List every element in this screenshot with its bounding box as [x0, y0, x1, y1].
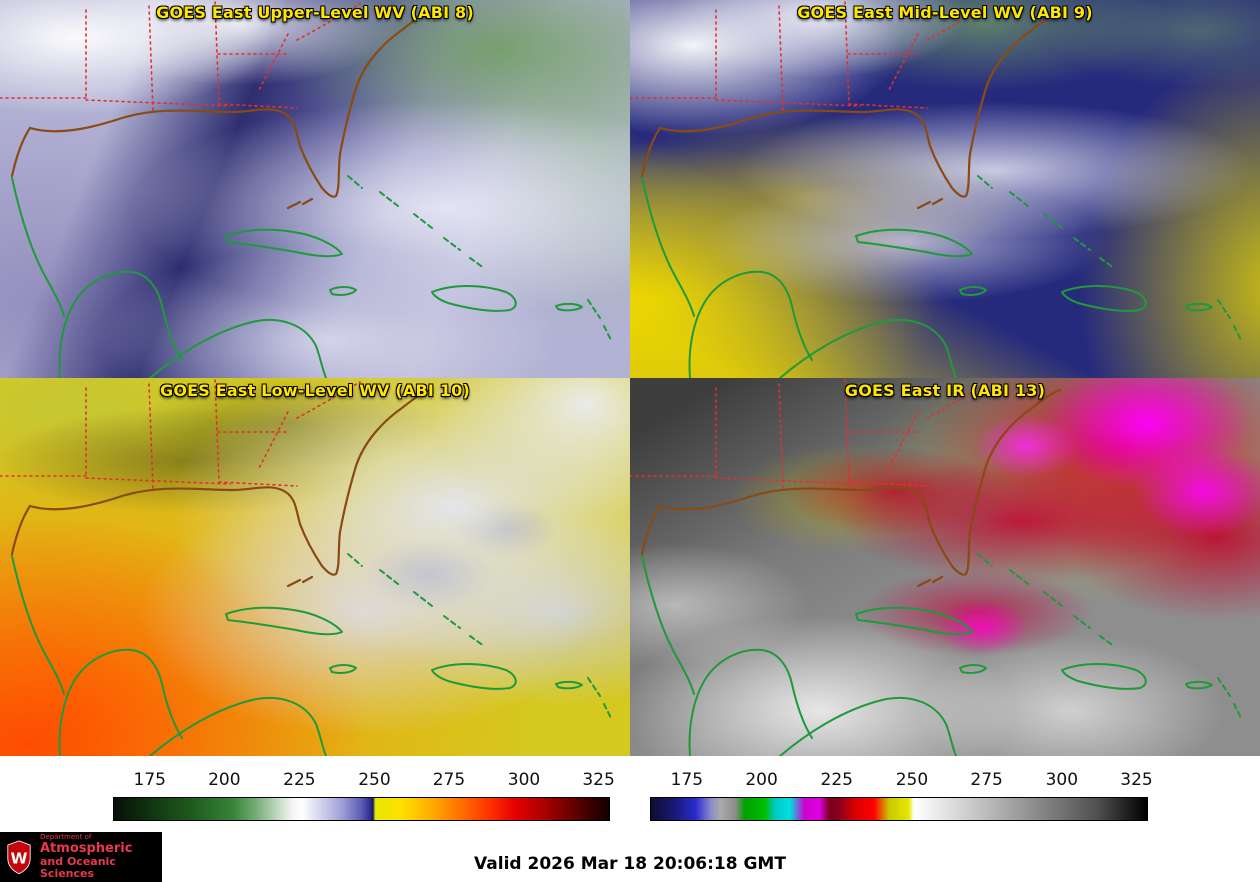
wv-colorbar: 175 200 225 250 275 300 325	[113, 770, 615, 822]
logo-line1: Atmospheric	[40, 840, 133, 856]
tick-label: 300	[507, 770, 541, 790]
map-overlay	[0, 0, 614, 378]
tick-label: 225	[283, 770, 316, 790]
map-overlay	[630, 378, 1244, 756]
uw-crest-icon: W	[7, 840, 31, 875]
tick-label: 200	[745, 770, 778, 790]
uw-aos-logo: W Department of Atmospheric and Oceanic …	[0, 832, 162, 882]
logo-dept-prefix: Department of	[40, 832, 92, 841]
panel-mid-level-wv: GOES East Mid-Level WV (ABI 9)	[630, 0, 1260, 378]
panel-grid: GOES East Upper-Level WV (ABI 8) GOES Ea…	[0, 0, 1260, 756]
valid-time: Valid 2026 Mar 18 20:06:18 GMT	[474, 854, 786, 874]
tick-label: 200	[208, 770, 241, 790]
ir-colorbar-ticks: 175 200 225 250 275 300 325	[650, 770, 1153, 792]
footer: W Department of Atmospheric and Oceanic …	[0, 822, 1260, 882]
tick-label: 325	[1120, 770, 1153, 790]
tick-label: 300	[1045, 770, 1079, 790]
panel-title-mid-wv: GOES East Mid-Level WV (ABI 9)	[797, 3, 1093, 22]
tick-label: 175	[133, 770, 166, 790]
tick-label: 250	[895, 770, 929, 790]
wv-colorbar-gradient	[113, 797, 610, 821]
tick-label: 225	[820, 770, 853, 790]
map-overlay	[0, 378, 614, 756]
ir-colorbar: 175 200 225 250 275 300 325	[650, 770, 1153, 822]
logo-line2: and Oceanic Sciences	[40, 854, 116, 880]
panel-low-level-wv: GOES East Low-Level WV (ABI 10)	[0, 378, 630, 756]
tick-label: 325	[582, 770, 615, 790]
tick-label: 275	[432, 770, 466, 790]
panel-upper-level-wv: GOES East Upper-Level WV (ABI 8)	[0, 0, 630, 378]
panel-title-upper-wv: GOES East Upper-Level WV (ABI 8)	[156, 3, 474, 22]
tick-label: 275	[970, 770, 1003, 790]
tick-label: 250	[358, 770, 391, 790]
panel-title-low-wv: GOES East Low-Level WV (ABI 10)	[159, 381, 470, 400]
map-overlay	[630, 0, 1244, 378]
colorbar-row: 175 200 225 250 275 300 325 175 200 225 …	[0, 756, 1260, 822]
panel-title-ir: GOES East IR (ABI 13)	[844, 381, 1046, 400]
crest-letter: W	[11, 849, 28, 867]
tick-label: 175	[670, 770, 704, 790]
panel-ir: GOES East IR (ABI 13)	[630, 378, 1260, 756]
ir-colorbar-gradient	[650, 797, 1148, 821]
wv-colorbar-ticks: 175 200 225 250 275 300 325	[113, 770, 615, 792]
logo-text: Department of Atmospheric and Oceanic Sc…	[40, 832, 162, 880]
